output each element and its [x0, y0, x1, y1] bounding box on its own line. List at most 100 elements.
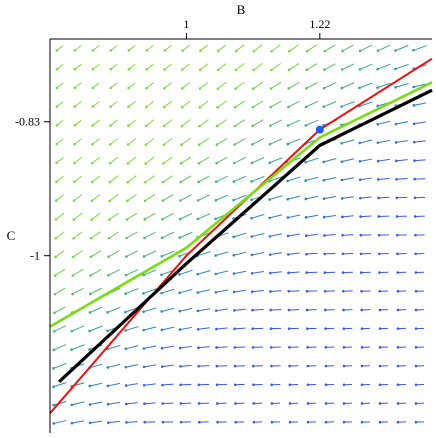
- field-arrow: [144, 194, 155, 202]
- field-arrow: [145, 83, 153, 90]
- field-arrow: [92, 64, 100, 70]
- field-arrow: [395, 196, 407, 199]
- field-arrow: [160, 308, 174, 313]
- field-arrow: [199, 101, 209, 109]
- field-arrow: [343, 383, 352, 386]
- field-arrow: [199, 45, 207, 52]
- field-arrow: [198, 138, 209, 146]
- field-arrow: [415, 402, 424, 405]
- field-arrow: [322, 101, 336, 108]
- field-arrow: [269, 309, 281, 312]
- x-tick-label: 1: [183, 17, 189, 31]
- field-arrow: [124, 346, 138, 350]
- field-arrow: [250, 214, 264, 219]
- field-arrow: [89, 307, 102, 314]
- field-arrow: [109, 120, 117, 127]
- field-arrow: [197, 365, 209, 368]
- field-arrow: [289, 402, 298, 405]
- field-arrow: [324, 309, 335, 312]
- field-arrow: [360, 271, 371, 274]
- field-arrow: [90, 251, 101, 259]
- field-arrow: [251, 120, 263, 127]
- field-arrow: [376, 64, 390, 70]
- field-arrow: [414, 196, 425, 199]
- field-arrow: [270, 327, 281, 330]
- field-arrow: [413, 178, 425, 181]
- field-arrow: [397, 346, 406, 349]
- field-arrow: [269, 139, 282, 146]
- field-arrow: [379, 309, 388, 312]
- field-arrow: [233, 346, 245, 349]
- field-arrow: [288, 365, 298, 368]
- field-arrow: [142, 327, 156, 332]
- field-arrow: [163, 45, 171, 51]
- field-arrow: [286, 196, 300, 201]
- field-arrow: [323, 197, 336, 200]
- field-arrow: [251, 139, 264, 146]
- field-arrow: [270, 365, 280, 368]
- field-arrow: [72, 232, 82, 240]
- field-arrow: [361, 402, 370, 405]
- field-arrow: [271, 402, 280, 405]
- field-arrow: [89, 269, 101, 276]
- field-arrow: [234, 101, 245, 109]
- field-arrow: [162, 176, 173, 184]
- field-arrow: [341, 234, 353, 237]
- field-arrow: [376, 121, 390, 125]
- field-arrow: [251, 290, 264, 293]
- field-arrow: [162, 138, 172, 146]
- x-tick-label: 1.22: [309, 17, 330, 31]
- field-arrow: [56, 46, 64, 52]
- field-arrow: [269, 234, 282, 238]
- field-arrow: [270, 383, 280, 386]
- field-arrow: [145, 64, 153, 70]
- field-arrow: [252, 101, 263, 109]
- field-arrow: [143, 232, 156, 239]
- field-arrow: [215, 290, 228, 294]
- curves: [50, 59, 432, 414]
- field-arrow: [396, 215, 407, 218]
- field-arrow: [108, 232, 119, 240]
- field-arrow: [180, 421, 191, 424]
- field-arrow: [54, 288, 66, 295]
- x-ticks: 1 1.22: [183, 17, 330, 39]
- field-arrow: [56, 83, 64, 89]
- field-arrow: [287, 215, 301, 219]
- field-arrow: [127, 120, 136, 127]
- field-arrow: [305, 271, 317, 274]
- field-arrow: [250, 176, 264, 182]
- field-arrow: [125, 232, 137, 239]
- field-arrow: [198, 402, 209, 405]
- y-axis-label: C: [7, 228, 16, 243]
- field-arrow: [397, 383, 406, 386]
- field-arrow: [126, 194, 137, 202]
- field-arrow: [89, 288, 102, 295]
- field-arrow: [251, 271, 264, 274]
- field-arrow: [180, 138, 190, 146]
- field-arrow: [126, 176, 136, 184]
- field-arrow: [144, 176, 154, 184]
- field-arrow: [55, 176, 63, 183]
- field-arrow: [341, 178, 354, 182]
- field-arrow: [89, 421, 102, 424]
- field-arrow: [343, 346, 352, 349]
- field-arrow: [359, 197, 372, 200]
- field-arrow: [142, 308, 156, 313]
- field-arrow: [360, 253, 371, 256]
- field-arrow: [395, 141, 408, 144]
- field-arrow: [395, 178, 407, 181]
- field-arrow: [56, 64, 64, 70]
- field-arrow: [394, 64, 408, 70]
- field-arrow: [107, 270, 120, 277]
- field-arrow: [53, 421, 67, 425]
- field-arrow: [397, 365, 406, 368]
- field-arrow: [343, 402, 352, 405]
- field-arrow: [397, 402, 406, 405]
- field-arrow: [107, 383, 120, 387]
- field-arrow: [55, 139, 63, 145]
- field-arrow: [179, 214, 192, 221]
- field-arrow: [361, 327, 370, 330]
- field-arrow: [342, 309, 352, 312]
- field-arrow: [287, 101, 300, 108]
